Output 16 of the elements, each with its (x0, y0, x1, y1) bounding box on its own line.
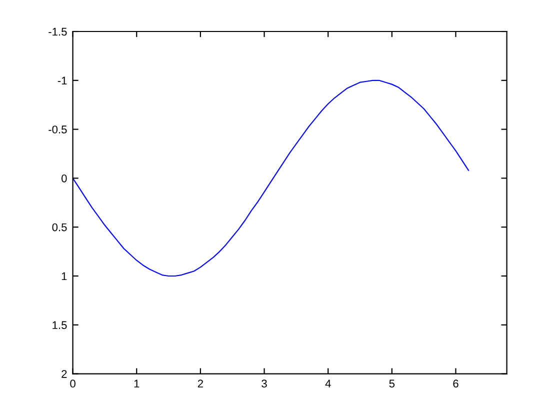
x-tick-label: 4 (325, 380, 331, 388)
x-tick-label: 3 (262, 380, 267, 388)
y-tick-label: 0.5 (52, 223, 67, 232)
y-tick-label: 2 (62, 370, 67, 378)
y-tick-label: -0.5 (48, 126, 67, 134)
x-tick-label: 0 (70, 380, 76, 388)
x-tick-label: 2 (198, 380, 203, 388)
x-tick-label: 1 (134, 380, 140, 388)
x-tick-label: 5 (389, 380, 395, 388)
y-tick-label: -1.5 (48, 28, 67, 36)
y-tick-label: 1 (62, 272, 67, 280)
y-tick-label: -1 (58, 76, 67, 84)
line-series (72, 80, 470, 277)
y-tick-label: 1.5 (52, 321, 67, 330)
y-tick-label: 0 (62, 174, 67, 182)
x-tick-label: 6 (453, 380, 458, 388)
